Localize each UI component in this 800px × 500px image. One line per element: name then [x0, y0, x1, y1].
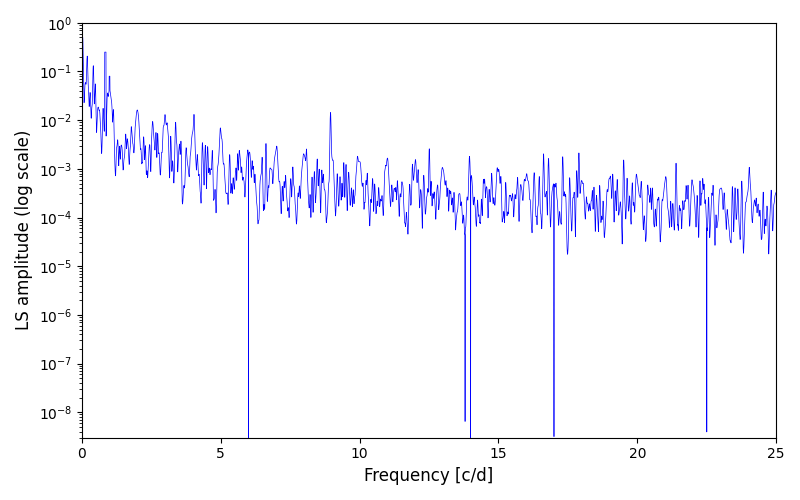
Y-axis label: LS amplitude (log scale): LS amplitude (log scale): [15, 130, 33, 330]
X-axis label: Frequency [c/d]: Frequency [c/d]: [364, 467, 494, 485]
